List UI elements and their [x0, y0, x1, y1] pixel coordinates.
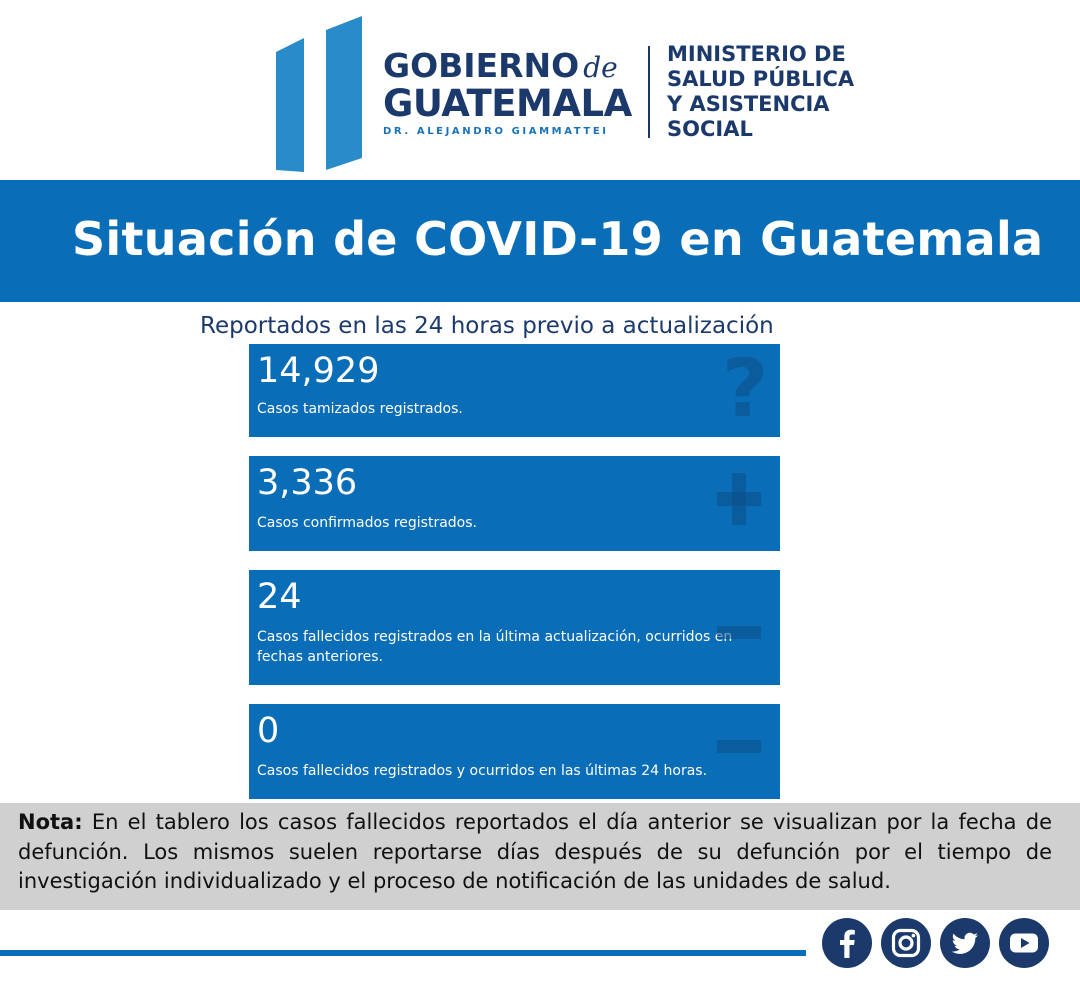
card-value: 3,336	[257, 463, 358, 503]
card-label: Casos fallecidos registrados en la últim…	[257, 629, 733, 665]
page-title: Situación de COVID-19 en Guatemala	[72, 212, 1044, 266]
ministry-line: Y ASISTENCIA	[667, 92, 830, 116]
card-tamizados: 14,929 Casos tamizados registrados. ?	[249, 344, 780, 437]
card-label: Casos tamizados registrados.	[257, 401, 463, 417]
instagram-icon[interactable]	[881, 918, 931, 968]
footer-line	[0, 950, 806, 956]
gobierno-de-text: de	[583, 51, 618, 84]
card-confirmados: 3,336 Casos confirmados registrados.	[249, 456, 780, 551]
gobierno-text: GOBIERNO	[383, 46, 580, 85]
youtube-icon[interactable]	[999, 918, 1049, 968]
title-banner: Situación de COVID-19 en Guatemala	[0, 180, 1080, 302]
twitter-icon[interactable]	[940, 918, 990, 968]
minus-icon	[717, 740, 761, 753]
note-text: Nota: En el tablero los casos fallecidos…	[18, 808, 1052, 897]
note-label: Nota:	[18, 810, 83, 834]
gobierno-logo-bars-icon	[276, 16, 362, 172]
card-label: Casos confirmados registrados.	[257, 515, 477, 531]
svg-text:?: ?	[722, 344, 768, 435]
president-name: DR. ALEJANDRO GIAMMATTEI	[383, 126, 609, 137]
question-icon: ?	[722, 344, 768, 435]
card-value: 14,929	[257, 351, 380, 391]
note-box: Nota: En el tablero los casos fallecidos…	[0, 803, 1080, 910]
card-fallecidos-24h: 0 Casos fallecidos registrados y ocurrid…	[249, 704, 780, 799]
page-subtitle: Reportados en las 24 horas previo a actu…	[200, 313, 774, 339]
card-fallecidos-actualizacion: 24 Casos fallecidos registrados en la úl…	[249, 570, 780, 685]
plus-icon	[717, 473, 761, 525]
ministry-line: MINISTERIO DE	[667, 42, 846, 66]
card-value: 0	[257, 711, 280, 751]
ministry-line: SALUD PÚBLICA	[667, 67, 855, 91]
logo-divider	[648, 46, 650, 138]
ministry-line: SOCIAL	[667, 117, 753, 141]
minus-icon	[717, 626, 761, 639]
gobierno-logo: GOBIERNO de GUATEMALA DR. ALEJANDRO GIAMM…	[383, 46, 632, 138]
guatemala-text: GUATEMALA	[383, 82, 632, 125]
facebook-icon[interactable]	[822, 918, 872, 968]
card-value: 24	[257, 577, 302, 617]
ministry-name: MINISTERIO DE SALUD PÚBLICA Y ASISTENCIA…	[667, 42, 887, 142]
card-label: Casos fallecidos registrados y ocurridos…	[257, 763, 708, 779]
note-body: En el tablero los casos fallecidos repor…	[18, 810, 1052, 893]
